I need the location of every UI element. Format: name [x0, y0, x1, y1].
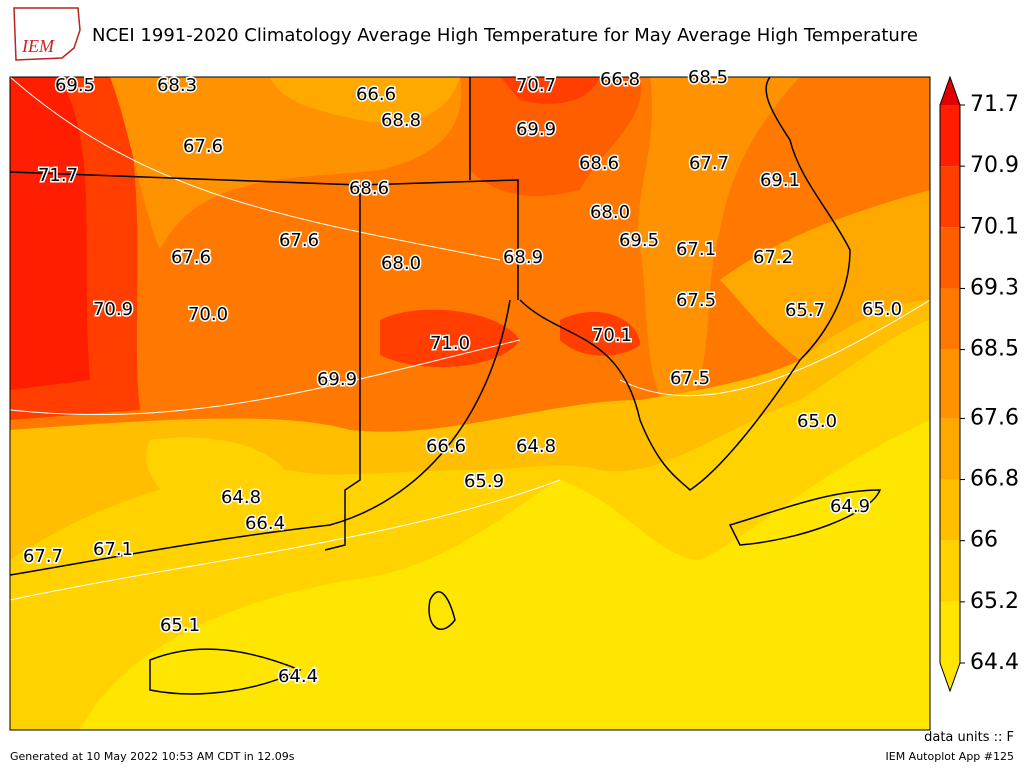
contour-label: 68.9: [503, 247, 543, 268]
contour-label: 70.9: [93, 299, 133, 320]
colorbar-band: [940, 540, 960, 602]
contour-label: 69.1: [760, 170, 800, 191]
contour-label: 65.7: [785, 300, 825, 321]
contour-labels: 69.5 68.3 66.6 70.7 66.8 68.5 68.8 69.9 67.6 68.6…: [21, 66, 903, 689]
logo-text: IEM: [21, 36, 55, 56]
contour-label: 68.6: [579, 153, 619, 174]
contour-label: 65.0: [797, 411, 837, 432]
contour-label: 66.4: [245, 513, 285, 534]
contour-label: 70.0: [188, 304, 228, 325]
colorbar-band: [940, 601, 960, 663]
colorbar-band: [940, 288, 960, 350]
colorbar-band: [940, 166, 960, 228]
contour-label: 65.9: [464, 471, 504, 492]
colorbar-band: [940, 418, 960, 480]
colorbar-tick-label: 66: [970, 528, 998, 553]
contour-label: 67.6: [183, 136, 223, 157]
contour-label: 71.0: [430, 333, 470, 354]
generated: Generated at 10 May 2022 10:53 AM CDT in…: [10, 750, 295, 763]
colorbar-tick-label: 70.1: [970, 214, 1019, 239]
contour-label: 67.6: [279, 230, 319, 251]
contour-label: 67.1: [676, 239, 716, 260]
contour-label: 67.7: [689, 153, 729, 174]
contour-label: 71.7: [38, 165, 78, 186]
contour-label: 67.2: [753, 247, 793, 268]
contour-label: 69.5: [619, 230, 659, 251]
colorbar-under: [940, 663, 960, 691]
contour-label: 67.5: [676, 290, 716, 311]
colorbar-band: [940, 479, 960, 541]
contour-label: 66.8: [600, 69, 640, 90]
contour-label: 70.1: [592, 325, 632, 346]
logo: IEM: [13, 7, 81, 61]
app-id: IEM Autoplot App #125: [886, 750, 1015, 763]
contour-label: 67.1: [93, 539, 133, 560]
contour-label: 68.8: [381, 110, 421, 131]
title: NCEI 1991-2020 Climatology Average High …: [92, 25, 918, 46]
colorbar: 64.4 65.2 66 66.8 67.6 68.5 69.3 70.1 70.9 71.7: [939, 75, 1019, 693]
colorbar-over: [940, 77, 960, 105]
map: [10, 77, 930, 730]
contour-label: 68.3: [157, 75, 197, 96]
contour-label: 68.6: [349, 178, 389, 199]
colorbar-tick-label: 64.4: [970, 650, 1019, 675]
contour-label: 68.0: [590, 202, 630, 223]
contour-label: 66.6: [356, 84, 396, 105]
contour-label: 70.7: [516, 75, 556, 96]
contour-label: 69.9: [516, 119, 556, 140]
contour-label: 65.0: [862, 299, 902, 320]
contour-label: 64.4: [278, 666, 318, 687]
colorbar-tick-label: 70.9: [970, 153, 1019, 178]
contour-label: 67.5: [670, 368, 710, 389]
colorbar-band: [940, 349, 960, 419]
colorbar-tick-label: 71.7: [970, 92, 1019, 117]
contour-label: 64.8: [516, 436, 556, 457]
contour-label: 64.8: [221, 487, 261, 508]
contour-label: 69.9: [317, 369, 357, 390]
units: data units :: F: [924, 730, 1014, 745]
colorbar-band: [940, 105, 960, 167]
contour-label: 68.5: [688, 67, 728, 88]
colorbar-tick-label: 66.8: [970, 467, 1019, 492]
contour-label: 65.1: [160, 615, 200, 636]
colorbar-tick-label: 65.2: [970, 589, 1019, 614]
contour-label: 68.0: [381, 253, 421, 274]
contour-label: 64.9: [830, 496, 870, 517]
colorbar-tick-label: 67.6: [970, 405, 1019, 430]
colorbar-tick-label: 68.5: [970, 337, 1019, 362]
contour-label: 67.6: [171, 247, 211, 268]
contour-label: 66.6: [426, 436, 466, 457]
contour-label: 67.7: [23, 546, 63, 567]
colorbar-tick-label: 69.3: [970, 275, 1019, 300]
contour-label: 69.5: [55, 75, 95, 96]
colorbar-band: [940, 227, 960, 289]
